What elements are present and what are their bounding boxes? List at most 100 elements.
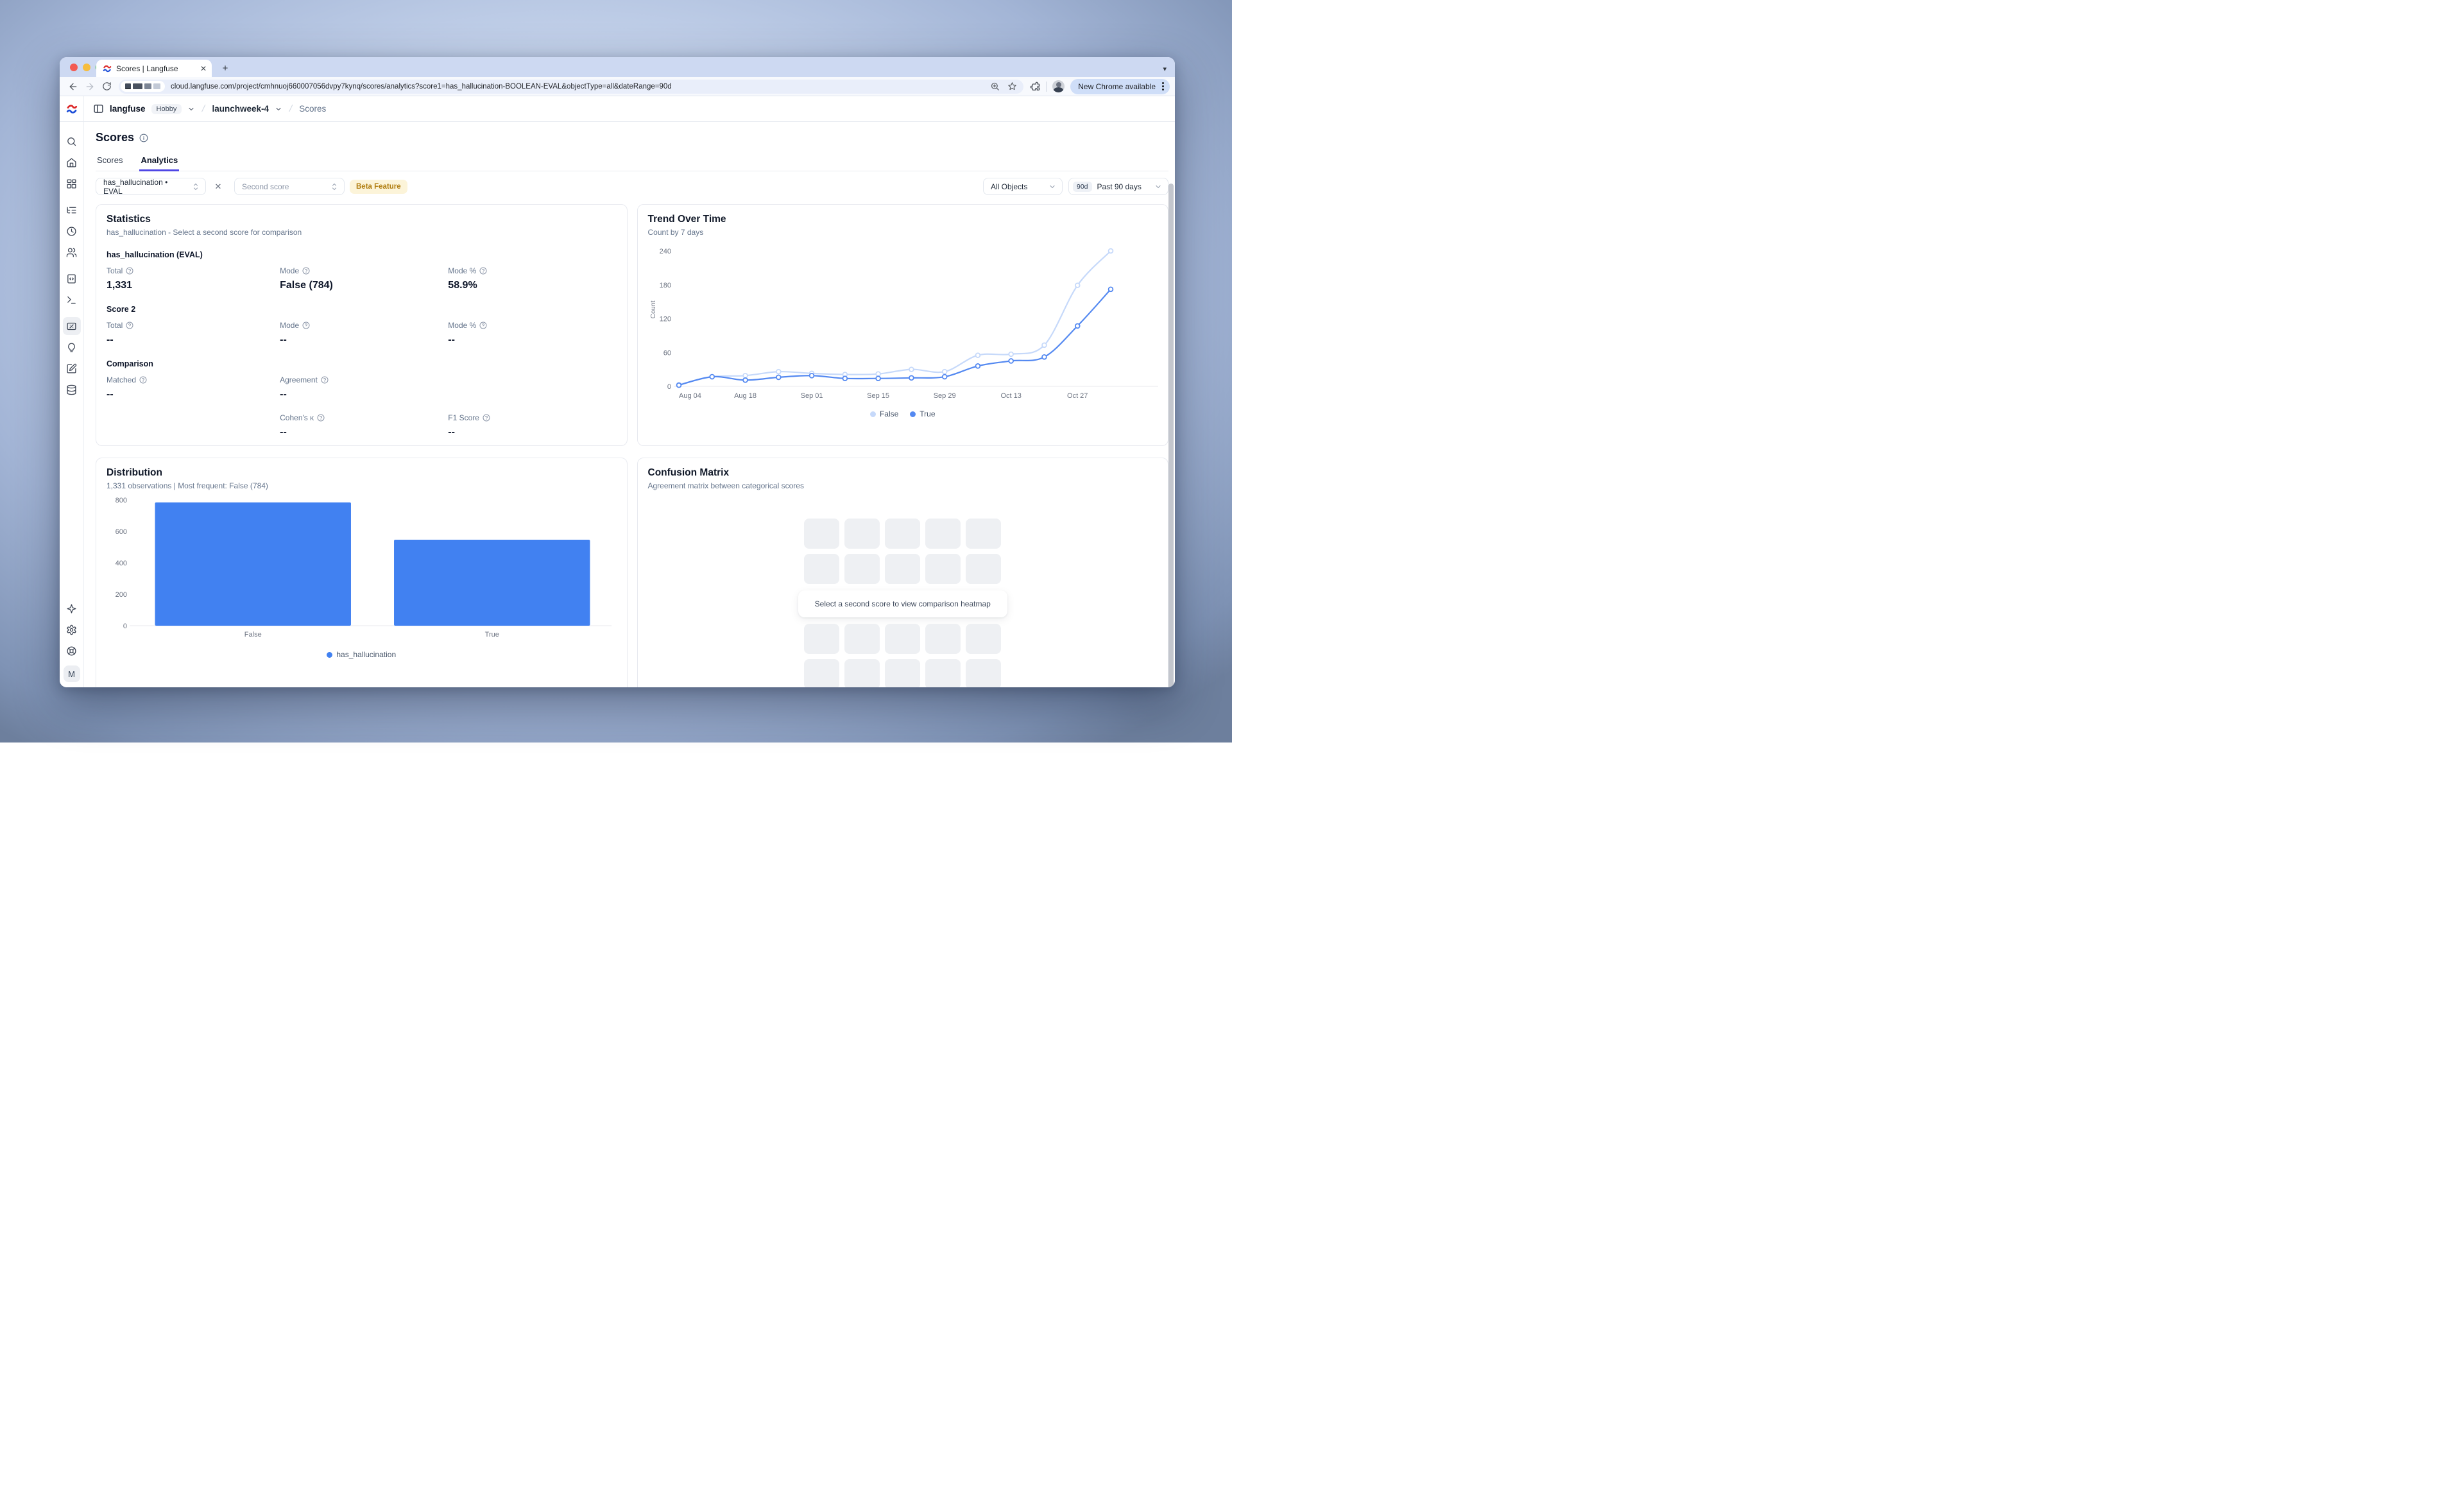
minimize-window-button[interactable] [83, 64, 90, 71]
second-score-select[interactable]: Second score [234, 178, 345, 195]
info-icon[interactable] [139, 133, 148, 142]
help-icon[interactable] [479, 322, 487, 329]
sidebar-item-evaluators[interactable] [63, 338, 81, 356]
chrome-update-label: New Chrome available [1078, 82, 1156, 91]
sidebar-item-playground[interactable] [63, 291, 81, 309]
trend-subtitle: Count by 7 days [647, 228, 704, 237]
bar-false[interactable] [155, 502, 351, 626]
sessions-icon [66, 226, 77, 237]
sidebar-item-tracing[interactable] [63, 201, 81, 219]
zoom-page-icon[interactable] [990, 82, 1000, 91]
object-type-select[interactable]: All Objects [983, 178, 1063, 195]
browser-menu-icon[interactable] [1160, 82, 1166, 90]
help-icon[interactable] [126, 322, 133, 329]
help-icon[interactable] [479, 267, 487, 275]
trend-line-chart[interactable]: 0 60 120 180 240 Count Aug 04 Aug 18 Sep 01 Sep 1… [648, 241, 1158, 406]
legend-item: has_hallucination [327, 650, 396, 659]
help-icon[interactable] [302, 322, 310, 329]
new-tab-button[interactable]: + [222, 62, 228, 74]
sidebar-item-datasets[interactable] [63, 359, 81, 377]
sidebar-item-users[interactable] [63, 243, 81, 261]
date-range-select[interactable]: 90d Past 90 days [1068, 178, 1168, 195]
distribution-bar-chart[interactable]: 0 200 400 600 800 False True [107, 494, 617, 646]
reload-button[interactable] [98, 79, 115, 94]
bar-true[interactable] [394, 539, 590, 626]
confusion-panel: Confusion Matrix Agreement matrix betwee… [637, 458, 1168, 687]
evaluators-icon [66, 342, 77, 353]
project-switcher-chevron-icon[interactable] [275, 105, 282, 113]
trend-panel: Trend Over Time Count by 7 days 0 60 120 18… [637, 204, 1168, 446]
stat-label: Cohen's κ [280, 413, 314, 422]
help-icon[interactable] [139, 376, 147, 384]
user-avatar[interactable]: M [63, 665, 80, 682]
bookmark-star-icon[interactable] [1007, 82, 1017, 91]
tracing-icon [66, 205, 77, 216]
sidebar-item-search[interactable] [63, 132, 81, 150]
back-button[interactable] [65, 79, 81, 94]
stat-label: Total [107, 266, 123, 275]
help-icon[interactable] [317, 414, 325, 422]
svg-text:True: True [485, 631, 499, 639]
sidebar-toggle-icon[interactable] [93, 103, 104, 114]
chrome-update-pill[interactable]: New Chrome available [1070, 78, 1170, 94]
stat-section-heading: Comparison [107, 359, 153, 368]
stat-value: -- [448, 334, 455, 345]
confusion-placeholder-cell [844, 554, 880, 584]
svg-text:800: 800 [116, 497, 127, 504]
sidebar-item-prompts[interactable] [63, 270, 81, 288]
help-icon[interactable] [126, 267, 133, 275]
sidebar-item-home[interactable] [63, 153, 81, 171]
sidebar-item-support[interactable] [63, 642, 81, 660]
sidebar-item-sparkles[interactable] [63, 599, 81, 617]
tab-search-chevron-icon[interactable]: ▾ [1163, 65, 1167, 73]
confusion-placeholder-grid [804, 624, 1002, 687]
stat-value: -- [107, 389, 114, 400]
svg-text:240: 240 [659, 248, 671, 255]
project-name[interactable]: launchweek-4 [212, 104, 270, 114]
url-text[interactable]: cloud.langfuse.com/project/cmhnuoj660007… [171, 82, 672, 90]
browser-profile-avatar[interactable] [1052, 80, 1065, 92]
confusion-placeholder-cell [885, 659, 921, 687]
extensions-icon[interactable] [1030, 82, 1040, 92]
users-icon [66, 247, 77, 258]
scrollbar-thumb[interactable] [1168, 184, 1174, 687]
confusion-placeholder-cell [844, 624, 880, 654]
stat-value: 1,331 [107, 280, 133, 291]
tab-analytics[interactable]: Analytics [139, 153, 180, 171]
url-bar[interactable]: cloud.langfuse.com/project/cmhnuoj660007… [119, 79, 1024, 94]
legend-item: True [910, 409, 936, 418]
confusion-placeholder-cell [925, 554, 961, 584]
confusion-subtitle: Agreement matrix between categorical sco… [647, 481, 804, 490]
tab-title: Scores | Langfuse [116, 64, 178, 73]
stat-label: Mode [280, 321, 300, 330]
stat-value: False (784) [280, 280, 333, 291]
help-icon[interactable] [321, 376, 329, 384]
sparkles-icon [66, 603, 77, 614]
stat-metric: Mode % 58.9% [448, 266, 616, 291]
help-icon[interactable] [302, 267, 310, 275]
help-icon[interactable] [483, 414, 490, 422]
confusion-placeholder-cell [885, 519, 921, 549]
clear-score1-button[interactable]: ✕ [214, 181, 222, 191]
confusion-placeholder-cell [966, 554, 1002, 584]
sidebar-item-database[interactable] [63, 381, 81, 399]
langfuse-logo[interactable] [60, 96, 84, 121]
tab-scores[interactable]: Scores [97, 155, 123, 165]
statistics-title: Statistics [107, 214, 151, 225]
browser-tab-active[interactable]: Scores | Langfuse ✕ [96, 60, 212, 77]
sidebar-item-settings[interactable] [63, 621, 81, 639]
sidebar-item-dashboard[interactable] [63, 175, 81, 193]
score1-select[interactable]: has_hallucination • EVAL [96, 178, 206, 196]
stat-section: has_hallucination (EVAL) Total 1,331 Mode Fa… [107, 250, 617, 291]
settings-icon [66, 624, 77, 635]
breadcrumb-current-page: Scores [299, 104, 327, 114]
sidebar-item-sessions[interactable] [63, 222, 81, 240]
close-window-button[interactable] [70, 64, 78, 71]
app-scrollbar[interactable] [1168, 137, 1174, 687]
org-name[interactable]: langfuse [110, 104, 146, 114]
tab-close-icon[interactable]: ✕ [200, 64, 207, 73]
forward-button[interactable] [81, 79, 98, 94]
sidebar-item-scores[interactable] [62, 317, 81, 335]
org-switcher-chevron-icon[interactable] [187, 105, 195, 113]
stat-label: Matched [107, 375, 137, 384]
